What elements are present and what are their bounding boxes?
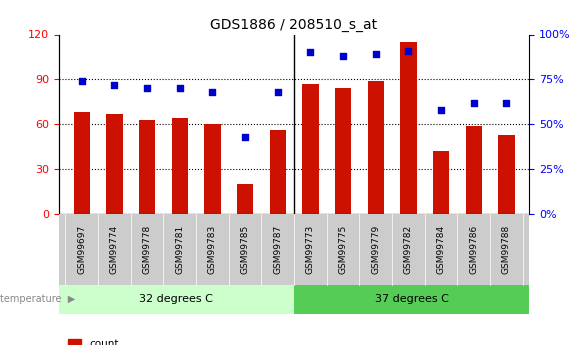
Bar [433,151,449,214]
Bar [466,126,482,214]
Point [502,100,511,106]
Point [175,86,185,91]
Point [371,51,380,57]
Text: GSM99787: GSM99787 [273,225,282,274]
Bar [106,114,122,214]
Legend: count, percentile rank within the sample: count, percentile rank within the sample [64,335,269,345]
Bar [269,130,286,214]
Text: GSM99773: GSM99773 [306,225,315,274]
Point [273,89,282,95]
Text: temperature  ▶: temperature ▶ [0,294,75,304]
Point [403,48,413,53]
Text: GSM99784: GSM99784 [436,225,446,274]
Point [208,89,217,95]
Text: GSM99782: GSM99782 [404,225,413,274]
Point [436,107,446,112]
Bar [498,135,514,214]
Text: GSM99697: GSM99697 [77,225,86,274]
Bar [139,120,155,214]
Text: GSM99783: GSM99783 [208,225,217,274]
Point [77,78,86,84]
Bar [400,42,416,214]
Point [240,134,250,139]
Bar [74,112,90,214]
Bar [335,88,351,214]
Text: GSM99775: GSM99775 [339,225,348,274]
Text: GSM99781: GSM99781 [175,225,184,274]
Point [338,53,348,59]
Point [109,82,119,88]
Bar [204,124,220,214]
Text: GSM99786: GSM99786 [469,225,478,274]
Text: GSM99778: GSM99778 [142,225,152,274]
Text: GSM99779: GSM99779 [371,225,380,274]
Bar [368,81,384,214]
Bar [172,118,188,214]
Title: GDS1886 / 208510_s_at: GDS1886 / 208510_s_at [211,18,377,32]
Bar [302,84,319,214]
Text: 37 degrees C: 37 degrees C [375,294,449,304]
Bar [237,184,253,214]
Point [306,50,315,55]
Text: 32 degrees C: 32 degrees C [139,294,213,304]
Text: GSM99774: GSM99774 [110,225,119,274]
Point [469,100,479,106]
Text: GSM99785: GSM99785 [240,225,249,274]
Text: GSM99788: GSM99788 [502,225,511,274]
Point [142,86,152,91]
